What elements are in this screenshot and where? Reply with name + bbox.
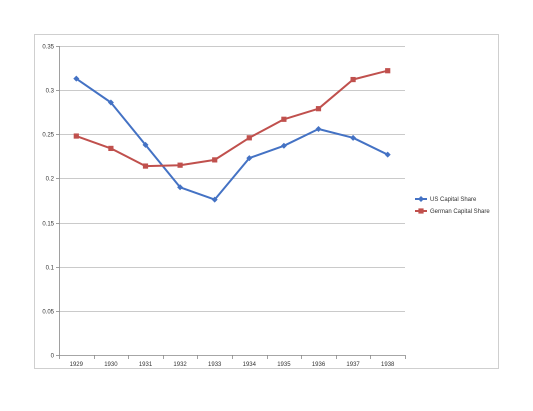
data-point (108, 145, 114, 152)
y-tick-label: 0 (51, 354, 55, 360)
data-point (73, 133, 79, 139)
series-line (75, 77, 389, 201)
data-point (177, 184, 184, 191)
x-tick-label: 1932 (173, 362, 187, 368)
series-line (75, 69, 388, 168)
data-point (281, 116, 287, 122)
data-point (384, 151, 391, 158)
data-point (315, 125, 322, 132)
series-lines (73, 68, 391, 203)
y-tick-label: 0.25 (42, 133, 54, 139)
data-point (142, 163, 149, 169)
data-point (385, 68, 391, 74)
y-tick-label: 0.3 (46, 89, 55, 95)
axes (59, 46, 405, 356)
x-tick-label: 1936 (312, 362, 326, 368)
y-tick-label: 0.2 (46, 177, 55, 183)
data-point (350, 76, 356, 83)
data-point (280, 142, 287, 149)
legend-item: German Capital Share (415, 208, 490, 215)
data-point (142, 141, 149, 148)
gridlines (59, 46, 405, 312)
x-tick-label: 1938 (381, 362, 395, 368)
data-point (211, 196, 218, 203)
legend-marker (418, 208, 424, 214)
x-tick-label: 1934 (243, 362, 257, 368)
y-tick-label: 0.1 (46, 266, 55, 272)
data-point (246, 135, 252, 141)
legend-item: US Capital Share (415, 196, 477, 203)
legend: US Capital Share German Capital Share (415, 196, 490, 215)
y-tick-label: 0.05 (42, 310, 54, 316)
x-axis-ticks: 1929 1930 1931 1932 1933 1934 1935 1936 1937 1938 (59, 355, 406, 368)
series-0 (73, 75, 391, 203)
legend-label: German Capital Share (430, 209, 490, 215)
x-tick-label: 1935 (277, 362, 291, 368)
x-tick-label: 1933 (208, 362, 222, 368)
x-tick-label: 1930 (104, 362, 118, 368)
data-point (73, 75, 80, 82)
x-tick-label: 1931 (139, 362, 153, 368)
chart-border (34, 34, 499, 369)
data-point (177, 162, 183, 168)
data-point (212, 157, 218, 163)
y-tick-label: 0.15 (42, 222, 54, 228)
x-tick-label: 1929 (70, 362, 84, 368)
legend-label: US Capital Share (430, 197, 477, 203)
legend-marker (418, 196, 424, 202)
x-tick-label: 1937 (346, 362, 360, 368)
data-point (246, 155, 253, 162)
y-axis-ticks: 0 0.05 0.1 0.15 0.2 0.25 0.3 0.35 (42, 45, 59, 360)
y-tick-label: 0.35 (42, 45, 54, 51)
data-point (107, 99, 114, 106)
series-1 (73, 68, 391, 169)
data-point (350, 134, 357, 141)
data-point (315, 106, 322, 112)
